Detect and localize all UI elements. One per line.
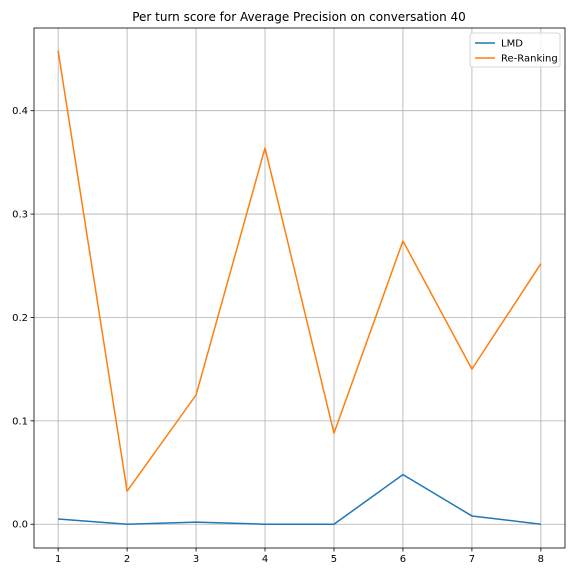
series-group	[57, 50, 542, 525]
x-tick-label: 8	[538, 554, 544, 565]
y-tick-label: 0.4	[12, 106, 28, 117]
legend-label-re-ranking: Re-Ranking	[501, 54, 558, 65]
chart-title: Per turn score for Average Precision on …	[132, 10, 466, 24]
x-tick-label: 2	[124, 554, 130, 565]
y-tick-label: 0.3	[12, 210, 28, 221]
x-tick-label: 7	[469, 554, 475, 565]
x-tick-label: 4	[262, 554, 268, 565]
x-tick-label: 6	[400, 554, 406, 565]
axes-frame	[33, 27, 566, 549]
grid	[34, 28, 565, 548]
x-tick-label: 3	[193, 554, 199, 565]
y-tick-label: 0.2	[12, 313, 28, 324]
y-tick-label: 0.0	[12, 520, 28, 531]
y-tick-label: 0.1	[12, 416, 28, 427]
x-tick-label: 5	[331, 554, 337, 565]
legend-label-lmd: LMD	[501, 39, 523, 50]
x-tick-label: 1	[55, 554, 61, 565]
axis-ticks: 1 2 3 4 5 6 7 8 0.0 0.1 0.2 0.3 0.4	[12, 106, 544, 565]
legend: LMD Re-Ranking	[469, 32, 561, 68]
series-line-re-ranking	[57, 50, 542, 492]
series-line-lmd	[58, 473, 541, 525]
